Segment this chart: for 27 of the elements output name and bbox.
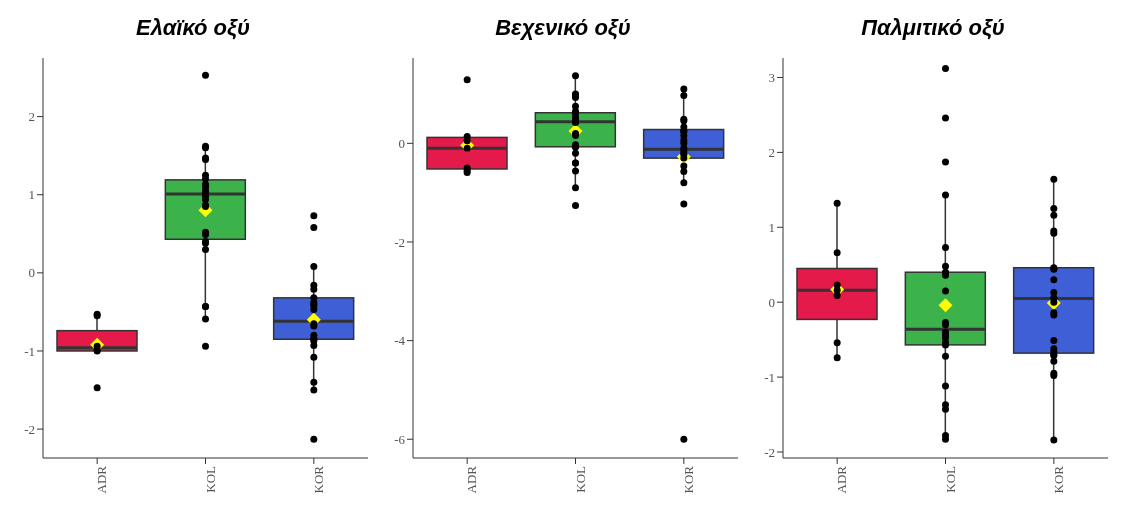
y-tick-label: -4: [394, 333, 406, 349]
y-tick-label: -2: [394, 234, 405, 250]
x-tick-label: KOR: [311, 465, 327, 494]
y-tick-label: -1: [764, 369, 775, 385]
x-tick-label: KOR: [1051, 465, 1067, 494]
y-tick-label: 0: [398, 135, 405, 151]
y-tick-label: 3: [768, 70, 775, 86]
y-tick-label: -6: [394, 431, 406, 447]
chart-title: Ελαϊκό οξύ: [135, 14, 251, 42]
x-tick-label: ADR: [94, 465, 110, 494]
y-tick-label: 0: [768, 294, 775, 310]
y-tick-label: 2: [768, 145, 775, 160]
x-tick-label: ADR: [464, 465, 480, 494]
y-tick-label: -2: [764, 444, 775, 460]
x-tick-label: KOL: [202, 465, 218, 493]
y-tick-label: 2: [28, 109, 35, 125]
y-tick-label: -1: [24, 343, 35, 359]
y-tick-label: 1: [768, 219, 775, 235]
chart-title: Παλμιτικό οξύ: [860, 14, 1006, 42]
y-tick-label: 0: [28, 265, 35, 281]
x-tick-label: KOR: [681, 465, 697, 494]
x-tick-label: KOL: [942, 465, 958, 493]
x-tick-label: KOL: [572, 465, 588, 493]
y-tick-label: -2: [24, 421, 35, 437]
y-tick-label: 1: [28, 187, 35, 203]
chart-title: Βεχενικό οξύ: [494, 14, 632, 42]
x-tick-label: ADR: [834, 465, 850, 494]
